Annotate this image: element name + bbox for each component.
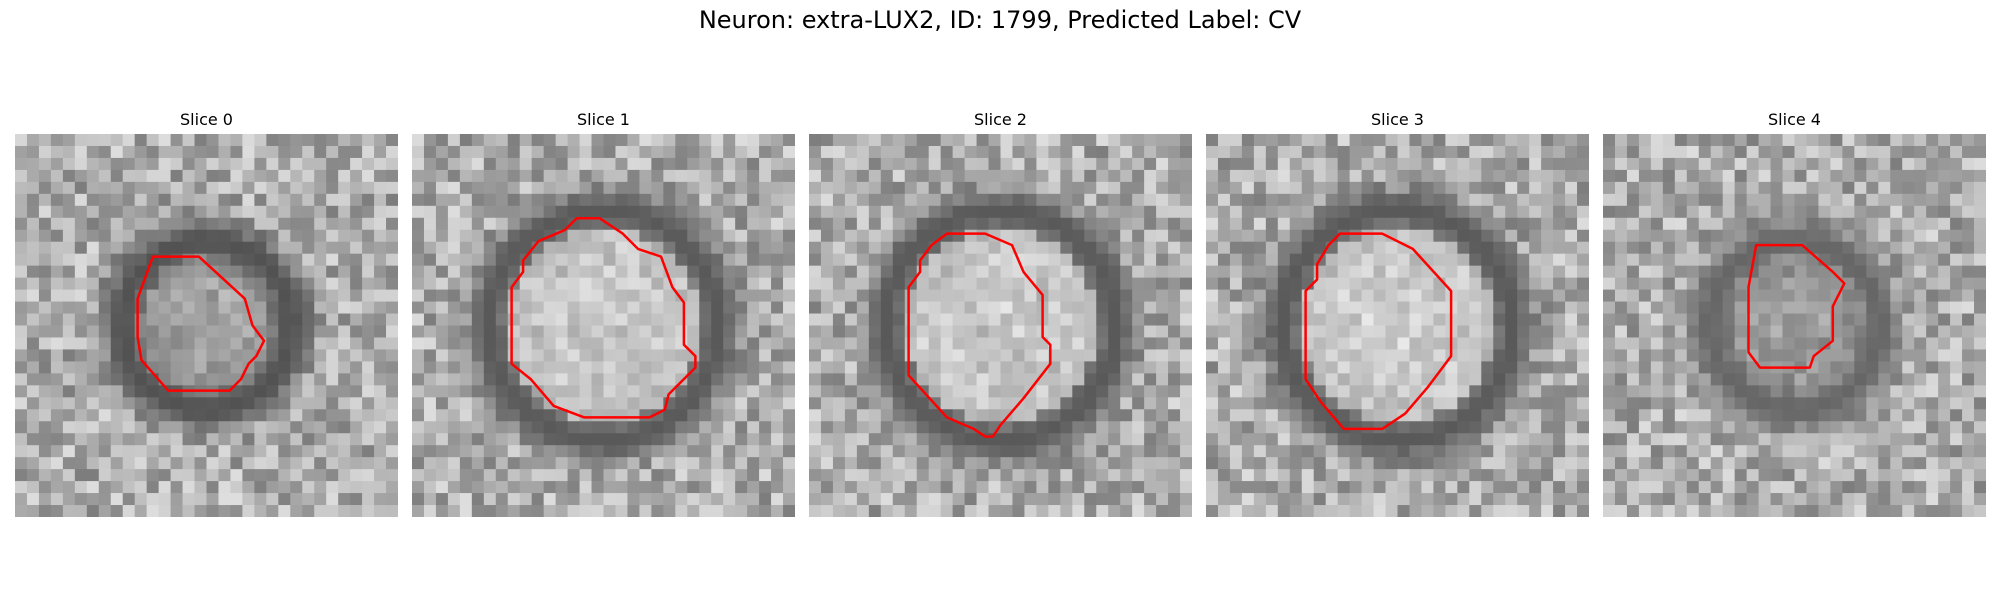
pixel-grid [15, 134, 398, 517]
pixel-grid [412, 134, 795, 517]
figure-title: Neuron: extra-LUX2, ID: 1799, Predicted … [698, 6, 1302, 34]
segmentation-contour [510, 217, 697, 419]
pixel-grid [1603, 134, 1986, 517]
slice-title-0: Slice 0 [180, 110, 233, 129]
slice-image-4 [1603, 134, 1986, 517]
segmentation-contour [1747, 243, 1846, 369]
slice-image-0 [15, 134, 398, 517]
slice-image-1 [412, 134, 795, 517]
slice-title-2: Slice 2 [974, 110, 1027, 129]
segmentation-contour [1304, 232, 1453, 431]
segmentation-contour [136, 255, 266, 392]
slice-title-1: Slice 1 [577, 110, 630, 129]
slice-title-3: Slice 3 [1371, 110, 1424, 129]
segmentation-contour [907, 232, 1052, 438]
slice-image-2 [809, 134, 1192, 517]
pixel-grid [809, 134, 1192, 517]
slice-title-4: Slice 4 [1768, 110, 1821, 129]
pixel-grid [1206, 134, 1589, 517]
slice-image-3 [1206, 134, 1589, 517]
